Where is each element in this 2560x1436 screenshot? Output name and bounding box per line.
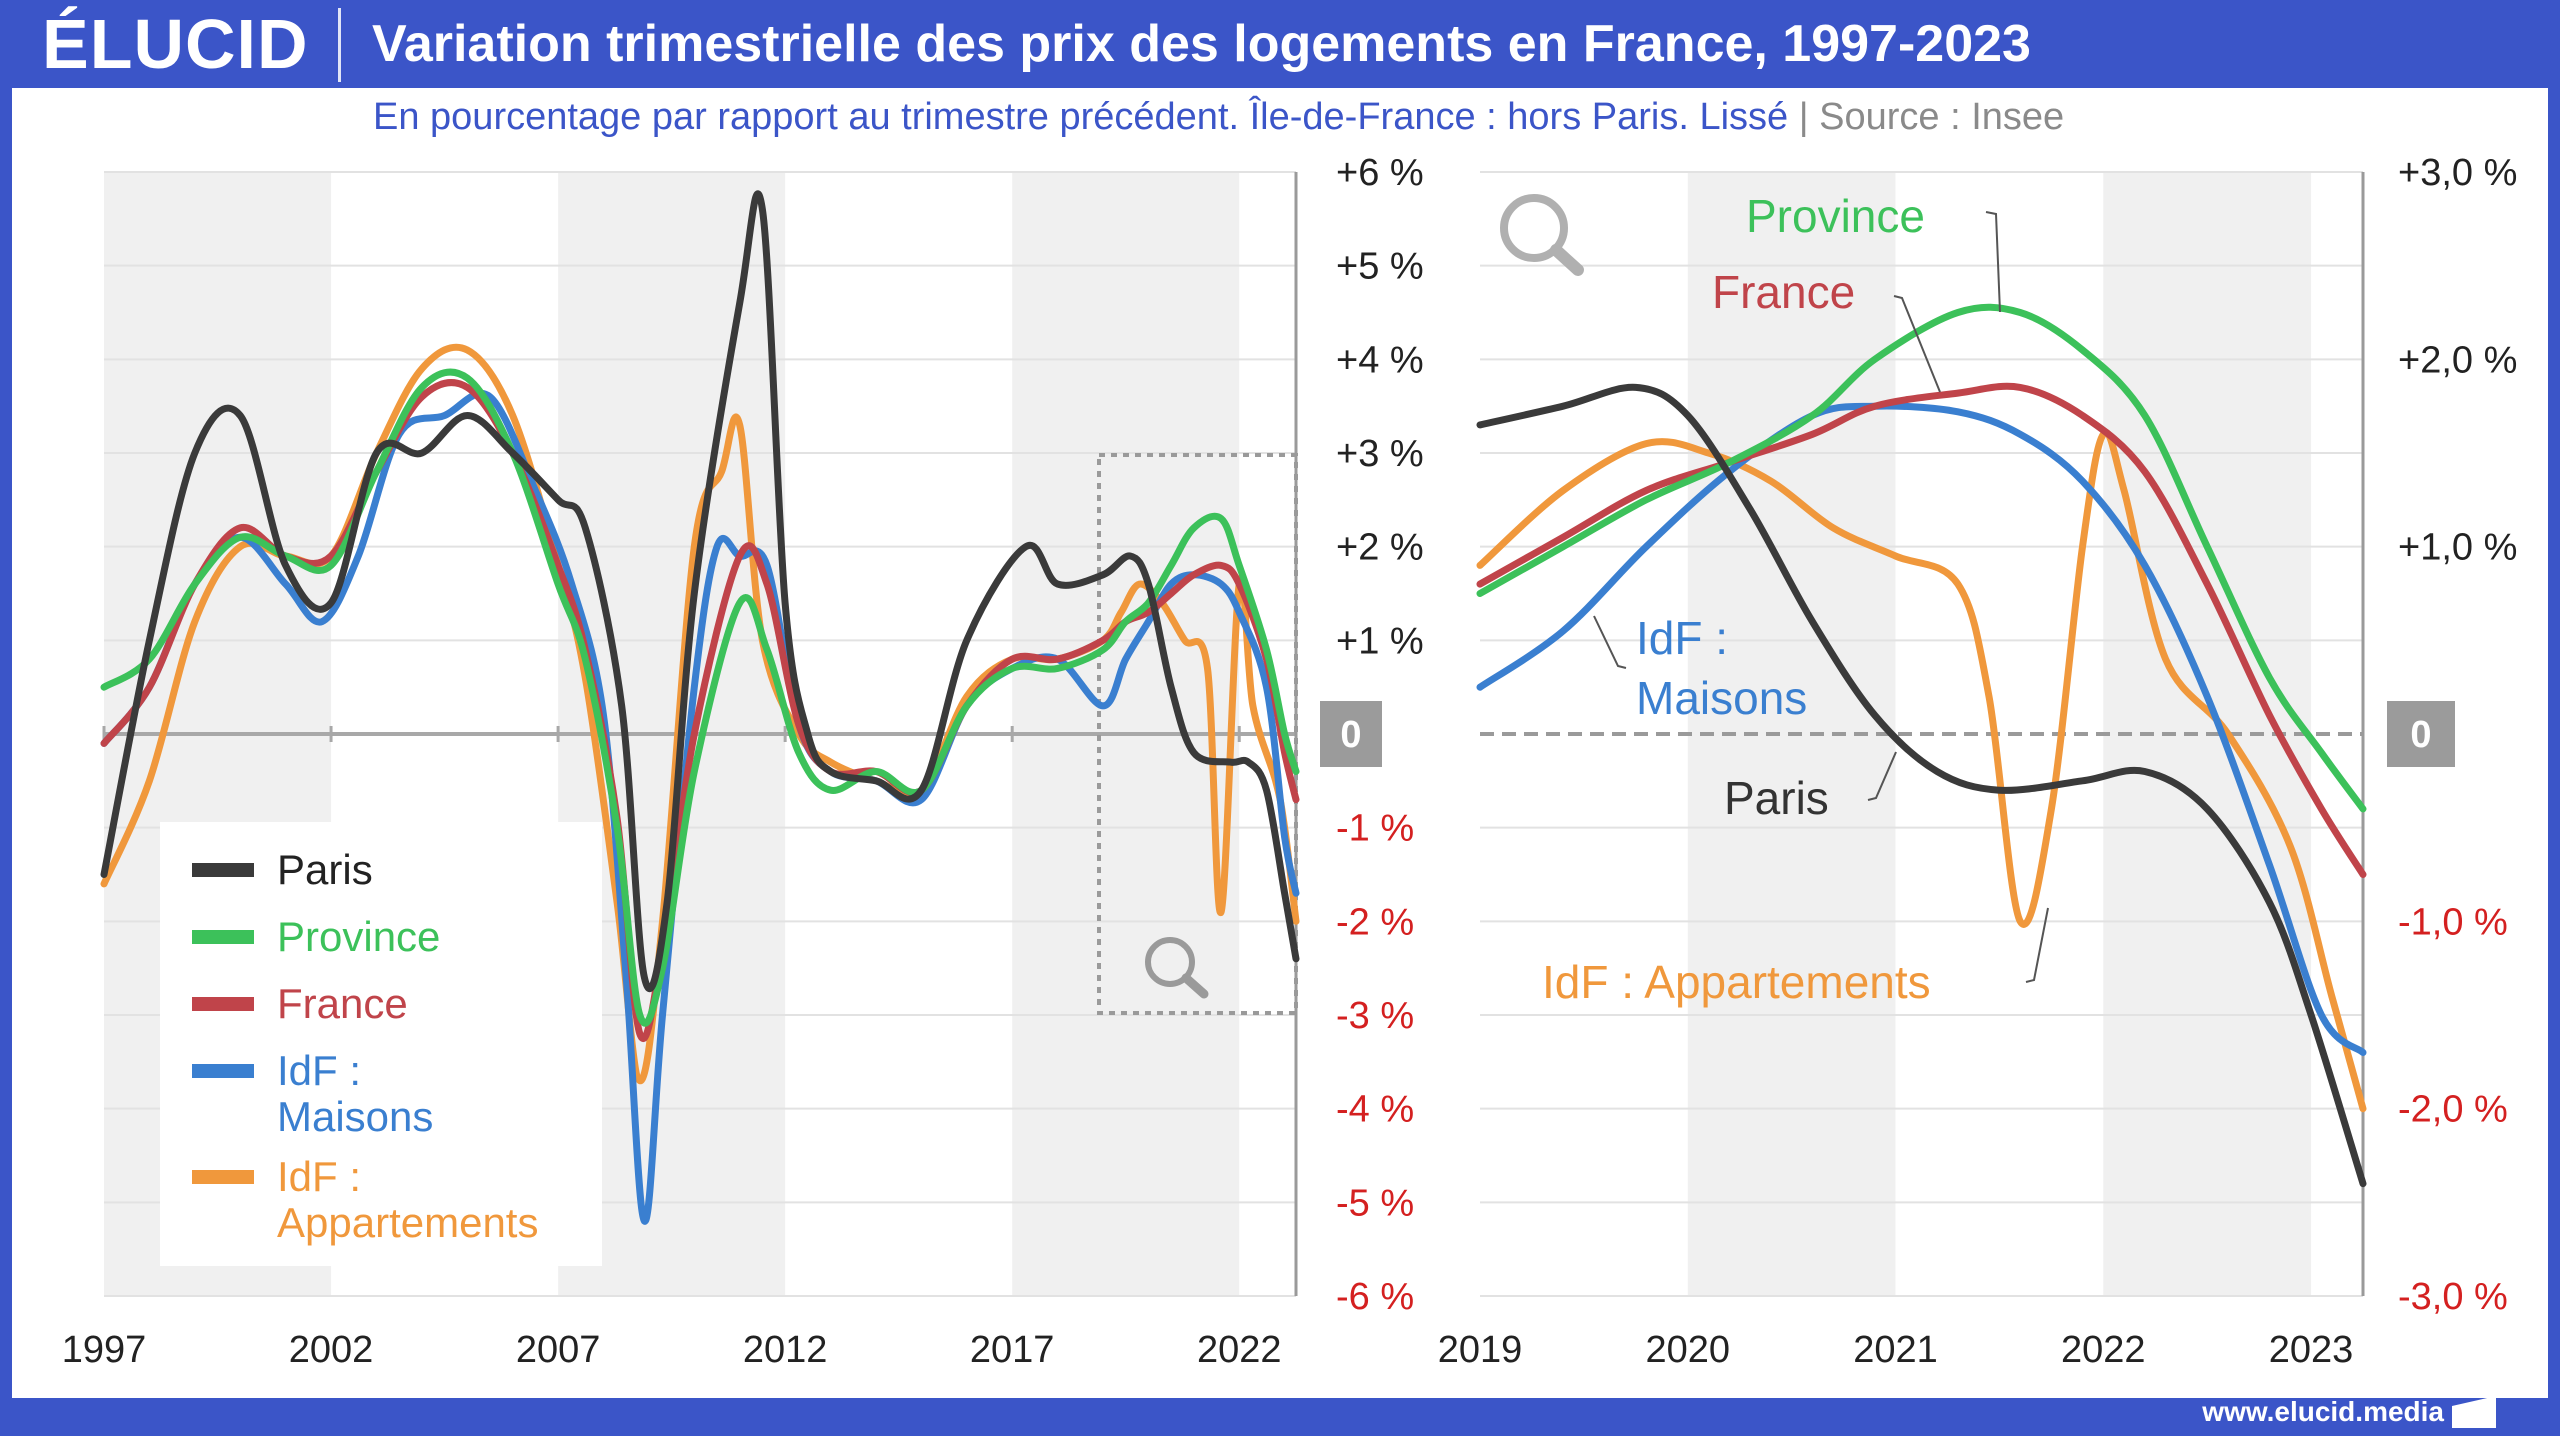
left-y-tick-label: +6 % xyxy=(1336,152,1424,194)
annotation-leader-line xyxy=(1893,295,1941,393)
legend-label: IdF : xyxy=(277,1153,361,1200)
annotation-paris: Paris xyxy=(1724,751,1897,824)
footer-url[interactable]: www.elucid.media xyxy=(2202,1396,2444,1427)
right-x-tick-label: 2020 xyxy=(1645,1329,1730,1371)
annotation-label: IdF : xyxy=(1636,612,1728,664)
legend-item-france: France xyxy=(192,980,408,1027)
left-y-tick-label: +2 % xyxy=(1336,527,1424,569)
right-chart: 2019 2020 2021 2022 2023 +3,0 % +2,0 % +1,0 % 0 -… xyxy=(1438,152,2518,1371)
legend-item-province: Province xyxy=(192,913,440,960)
annotation-leader-line xyxy=(1867,751,1897,801)
source-separator: | xyxy=(1798,96,1809,138)
right-y-tick-label: +1,0 % xyxy=(2398,527,2517,569)
subtitle-text: En pourcentage par rapport au trimestre … xyxy=(373,96,1789,138)
magnifier-handle xyxy=(1181,973,1209,999)
footer-flag-icon xyxy=(2452,1396,2496,1428)
annotation-label: Province xyxy=(1746,190,1925,242)
right-x-tick-label: 2023 xyxy=(2269,1329,2354,1371)
annotation-leader-line xyxy=(1985,211,2001,313)
left-series-paris xyxy=(100,190,1300,993)
legend-label: Paris xyxy=(277,846,373,893)
source-label: Source : Insee xyxy=(1819,96,2065,138)
right-x-tick-label: 2021 xyxy=(1853,1329,1938,1371)
left-y-tick-label: +3 % xyxy=(1336,433,1424,475)
annotation-province: Province xyxy=(1746,190,2001,313)
annotation-label: France xyxy=(1712,266,1855,318)
left-x-tick-label: 2022 xyxy=(1197,1329,1282,1371)
left-y-tick-label: -5 % xyxy=(1336,1182,1414,1224)
right-zero-badge xyxy=(2387,701,2455,767)
left-x-tick-label: 2002 xyxy=(289,1329,374,1371)
header-bar: ÉLUCID Variation trimestrielle des prix … xyxy=(0,0,2560,88)
brand-logo: ÉLUCID xyxy=(42,5,309,83)
magnifier-lens xyxy=(1500,194,1568,262)
right-y-tick-label: +2,0 % xyxy=(2398,339,2517,381)
legend-label: Maisons xyxy=(277,1093,433,1140)
chart-title: Variation trimestrielle des prix des log… xyxy=(372,15,2031,73)
legend-item-paris: Paris xyxy=(192,846,373,893)
left-y-tick-label: -6 % xyxy=(1336,1276,1414,1318)
legend-label: Appartements xyxy=(277,1199,538,1246)
left-y-tick-label: +4 % xyxy=(1336,339,1424,381)
legend-label: IdF : xyxy=(277,1047,361,1094)
right-series-france xyxy=(1476,382,2367,878)
annotation-label: IdF : Appartements xyxy=(1542,956,1931,1008)
right-y-tick-label: +3,0 % xyxy=(2398,152,2517,194)
left-y-tick-label: 0 xyxy=(1340,714,1361,756)
right-series-province xyxy=(1476,303,2367,813)
zoom-region-box xyxy=(1097,453,1298,1015)
left-zero-badge xyxy=(1320,701,1382,767)
left-y-tick-label: -4 % xyxy=(1336,1089,1414,1131)
left-x-tick-label: 2012 xyxy=(743,1329,828,1371)
right-y-tick-label: -2,0 % xyxy=(2398,1089,2508,1131)
annotation-label: Maisons xyxy=(1636,672,1807,724)
annotation-leader-line xyxy=(1593,615,1627,669)
right-series-paris xyxy=(1476,383,2367,1188)
annotation-idf-appartements: IdF : Appartements xyxy=(1542,907,2049,1008)
header-divider xyxy=(338,8,341,82)
left-x-tick-label: 2007 xyxy=(516,1329,601,1371)
left-y-tick-label: -1 % xyxy=(1336,808,1414,850)
left-y-tick-label: +1 % xyxy=(1336,620,1424,662)
left-chart: 1997 2002 2007 2012 2017 2022 +6 % +5 % +4 % +3 %… xyxy=(62,152,1424,1371)
legend-label: Province xyxy=(277,913,440,960)
left-series-province xyxy=(100,368,1300,1027)
magnifier-lens xyxy=(1145,937,1195,987)
left-series-idf-appartements xyxy=(100,343,1300,1085)
chart-subtitle: En pourcentage par rapport au trimestre … xyxy=(373,96,2064,139)
left-x-tick-label: 2017 xyxy=(970,1329,1055,1371)
annotation-france: France xyxy=(1712,266,1941,393)
legend-label: France xyxy=(277,980,408,1027)
right-series-idf-maisons xyxy=(1476,402,2367,1056)
right-x-tick-label: 2019 xyxy=(1438,1329,1523,1371)
legend-item-idf-maisons: IdF :Maisons xyxy=(192,1047,433,1140)
annotation-label: Paris xyxy=(1724,772,1829,824)
legend-box xyxy=(160,822,602,1266)
annotation-idf-maisons: IdF : Maisons xyxy=(1593,612,1807,724)
left-y-tick-label: -2 % xyxy=(1336,901,1414,943)
magnifier-handle xyxy=(1550,244,1584,276)
right-y-tick-label: 0 xyxy=(2410,714,2431,756)
right-y-tick-label: -3,0 % xyxy=(2398,1276,2508,1318)
zoom-magnifier-icon xyxy=(1145,937,1209,999)
right-magnifier-icon xyxy=(1500,194,1584,276)
left-x-tick-label: 1997 xyxy=(62,1329,147,1371)
right-y-tick-label: -1,0 % xyxy=(2398,901,2508,943)
legend-item-idf-appartements: IdF :Appartements xyxy=(192,1153,538,1246)
left-y-tick-label: +5 % xyxy=(1336,246,1424,288)
annotation-leader-line xyxy=(2025,907,2049,983)
left-y-tick-label: -3 % xyxy=(1336,995,1414,1037)
right-x-tick-label: 2022 xyxy=(2061,1329,2146,1371)
